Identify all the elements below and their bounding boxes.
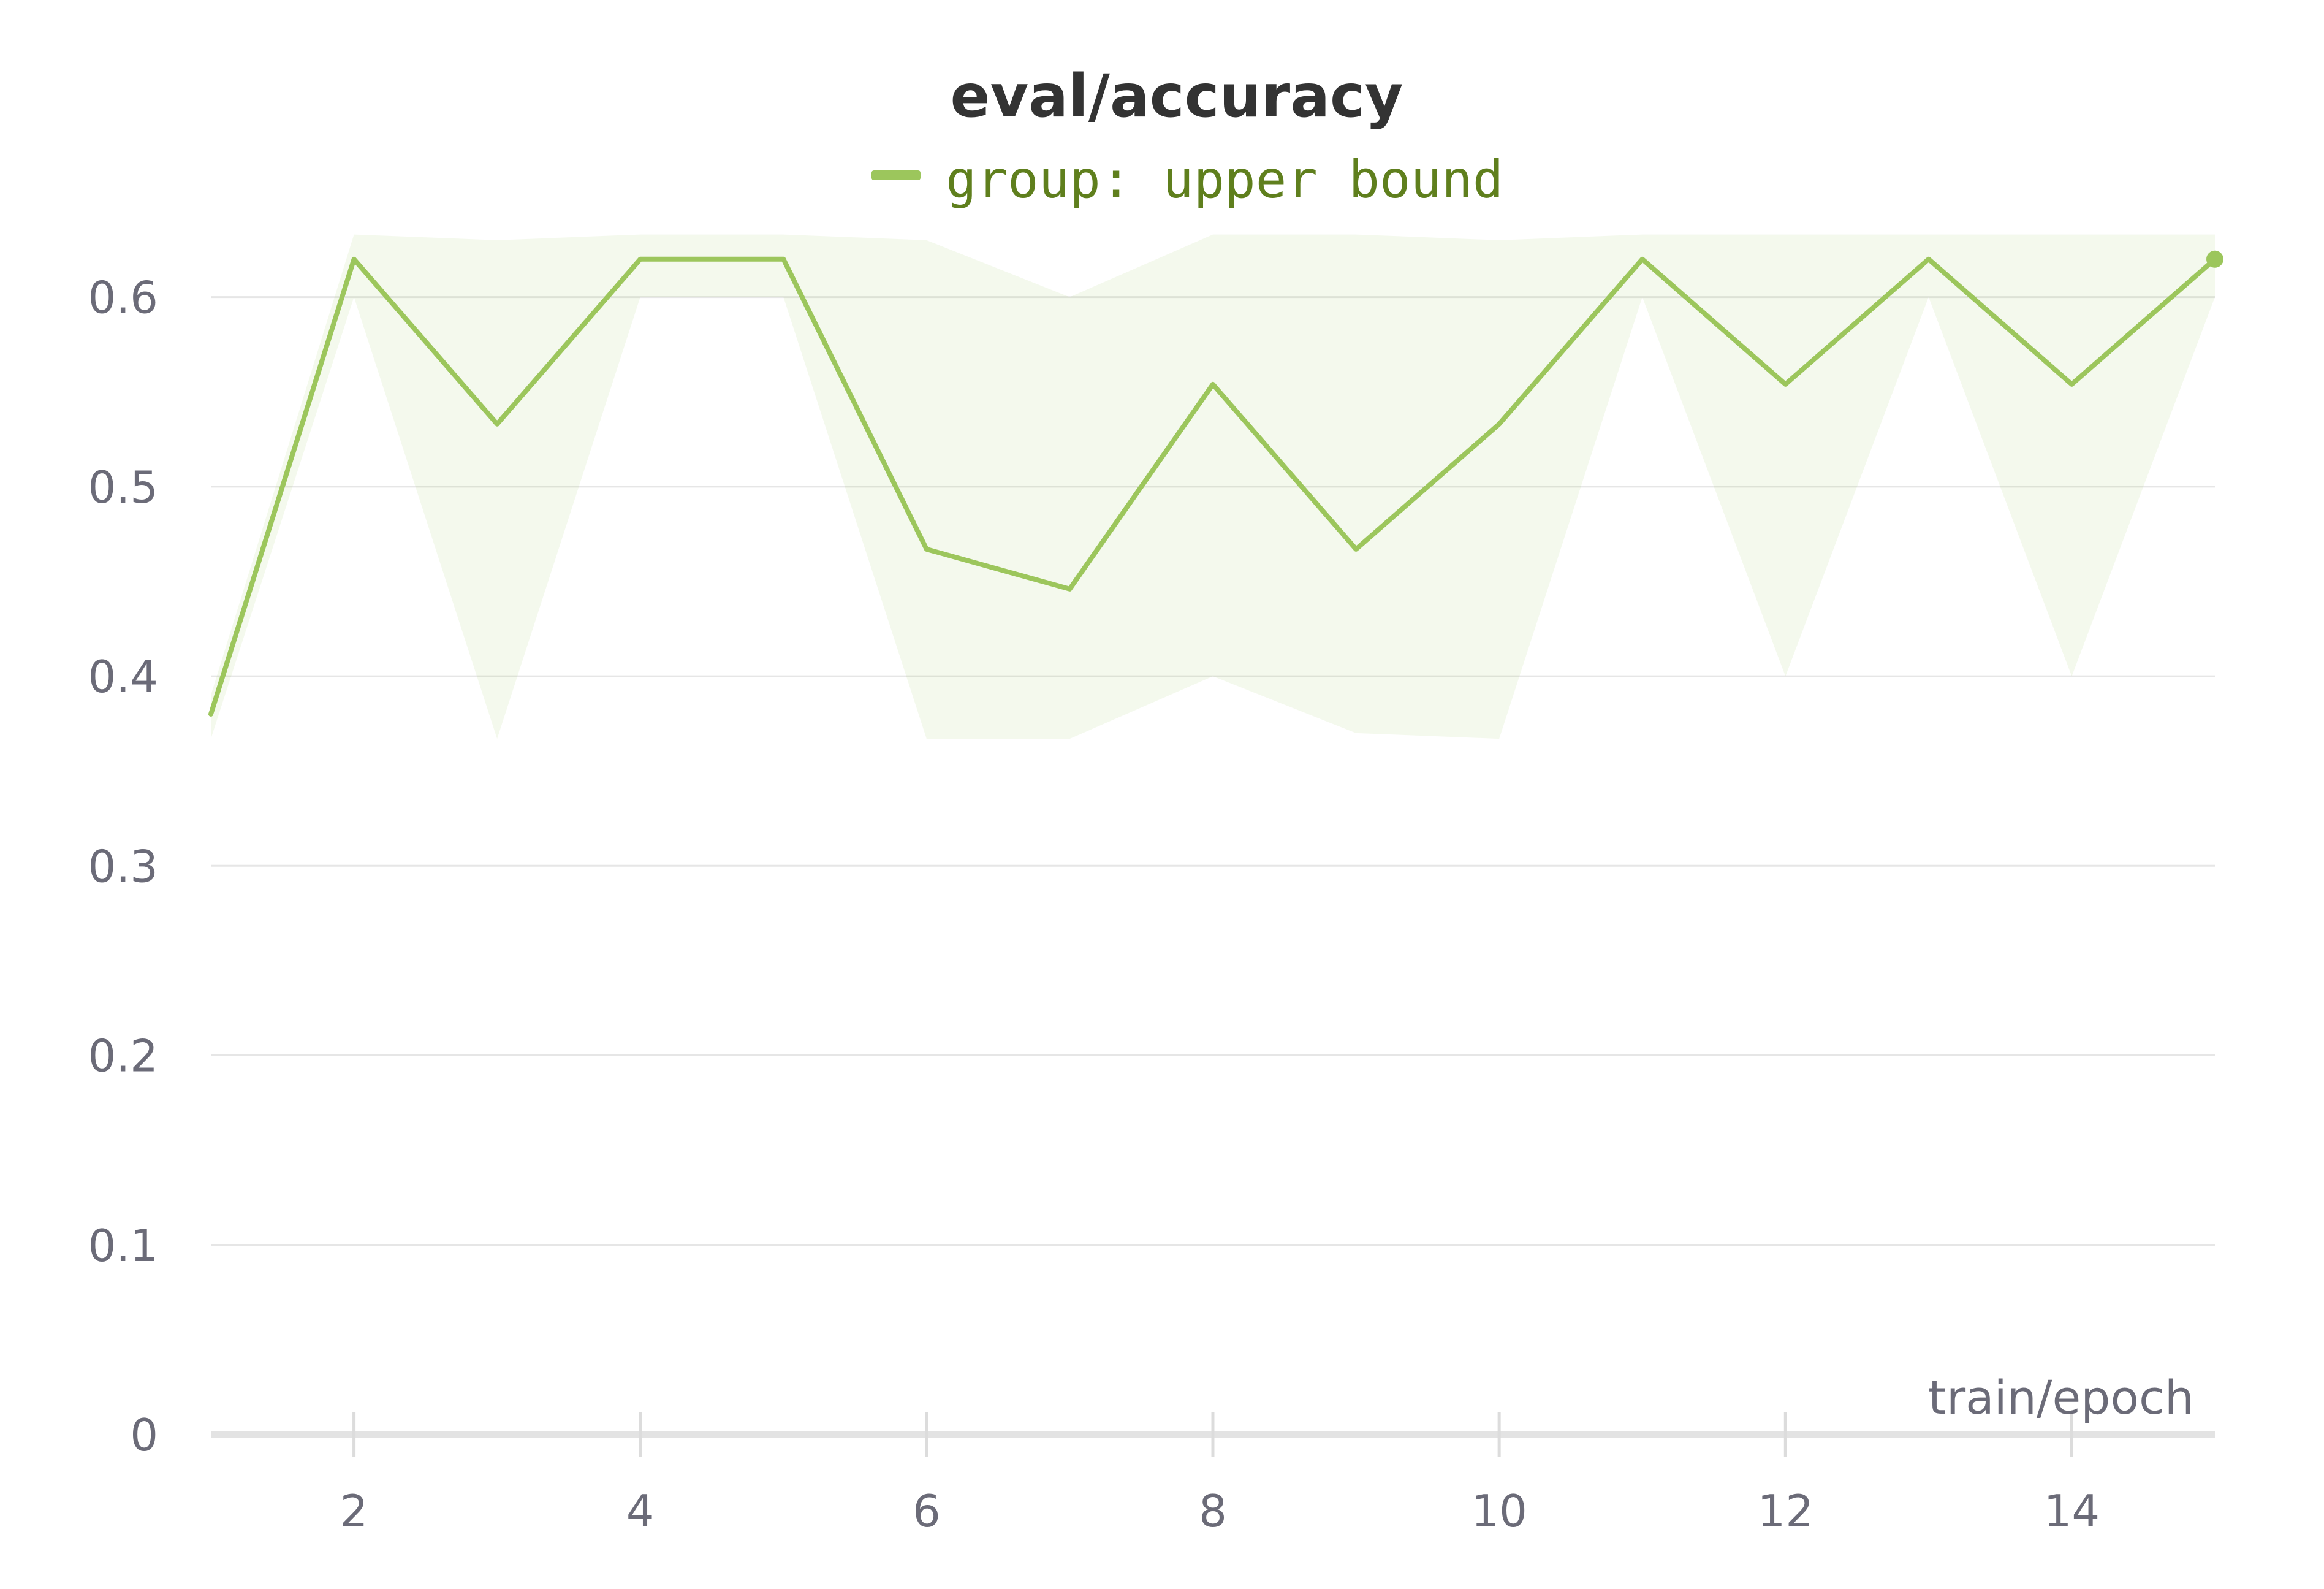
x-tick-label-3: 8: [1199, 1485, 1227, 1537]
series-point-7[interactable]: [1209, 381, 1217, 388]
series-point-9[interactable]: [1495, 421, 1503, 428]
x-tick-label-5: 12: [1757, 1485, 1813, 1537]
x-tick-label-0: 2: [340, 1485, 368, 1537]
series-point-0[interactable]: [207, 711, 215, 718]
series-point-8[interactable]: [1353, 546, 1360, 553]
series-point-10[interactable]: [1639, 256, 1646, 263]
y-tick-label-2: 0.2: [88, 1031, 158, 1082]
y-tick-label-0: 0: [130, 1409, 158, 1461]
grid-lines: [211, 296, 2215, 1246]
legend-swatch-upper-bound: [872, 170, 921, 180]
series-point-6[interactable]: [1066, 585, 1073, 593]
series-point-3[interactable]: [637, 256, 644, 263]
y-axis-tick-labels: 0 0.1 0.2 0.3 0.4 0.5 0.6: [88, 272, 158, 1461]
series-point-12[interactable]: [1925, 256, 1932, 263]
x-axis-tick-labels: 2 4 6 8 10 12 14: [340, 1485, 2100, 1537]
series-point-14[interactable]: [2206, 250, 2223, 268]
series-layer: [207, 250, 2223, 718]
x-tick-label-2: 6: [913, 1485, 941, 1537]
x-tick-label-4: 10: [1471, 1485, 1527, 1537]
chart-title: eval/accuracy: [951, 62, 1403, 131]
series-point-4[interactable]: [780, 256, 787, 263]
series-point-1[interactable]: [351, 256, 358, 263]
legend-label-upper-bound: group: upper bound: [946, 150, 1503, 210]
series-point-13[interactable]: [2068, 381, 2075, 388]
confidence-band-layer: [211, 234, 2215, 739]
series-point-5[interactable]: [923, 546, 930, 553]
series-point-2[interactable]: [493, 421, 501, 428]
y-tick-label-6: 0.6: [88, 272, 158, 324]
series-band-upper-bound: [211, 234, 2215, 739]
y-tick-label-1: 0.1: [88, 1220, 158, 1271]
series-point-11[interactable]: [1782, 381, 1789, 388]
series-line-upper-bound[interactable]: [208, 256, 2217, 717]
y-tick-label-3: 0.3: [88, 840, 158, 892]
x-tick-label-1: 4: [626, 1485, 655, 1537]
y-tick-label-4: 0.4: [88, 651, 158, 703]
x-tick-label-6: 14: [2044, 1485, 2100, 1537]
legend[interactable]: group: upper bound: [872, 150, 1503, 210]
x-axis: [211, 1412, 2215, 1457]
x-axis-label: train/epoch: [1928, 1370, 2194, 1425]
y-tick-label-5: 0.5: [88, 462, 158, 513]
